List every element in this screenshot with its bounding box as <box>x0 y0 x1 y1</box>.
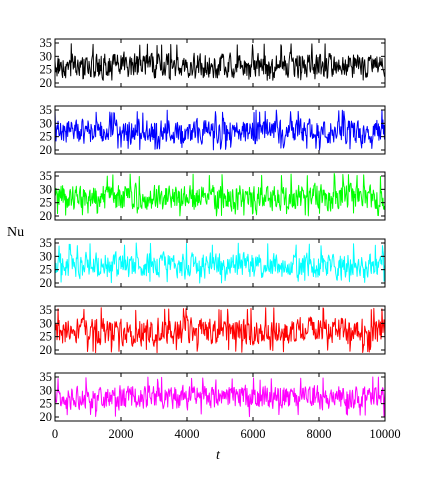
panel-frame <box>54 171 386 221</box>
series-line-3 <box>54 173 386 217</box>
x-tick-label: 10000 <box>369 427 400 441</box>
x-axis-label: t <box>216 448 221 463</box>
y-tick-label: 35 <box>40 169 53 183</box>
x-tick-label: 2000 <box>109 427 134 441</box>
y-tick-label: 20 <box>40 276 53 290</box>
y-tick-label: 35 <box>40 303 53 317</box>
series-line-1 <box>54 43 386 81</box>
y-tick-label: 30 <box>40 383 53 397</box>
y-tick-label: 20 <box>40 410 53 424</box>
series-line-4 <box>54 242 386 284</box>
y-tick-label: 30 <box>40 316 53 330</box>
panel-frame <box>54 372 386 422</box>
y-tick-label: 20 <box>40 209 53 223</box>
panel-frame <box>54 305 386 355</box>
y-tick-label: 30 <box>40 182 53 196</box>
y-tick-label: 25 <box>40 397 53 411</box>
y-tick-label: 30 <box>40 249 53 263</box>
y-tick-label: 35 <box>40 236 53 250</box>
y-tick-label: 35 <box>40 103 53 117</box>
panel-frame <box>54 238 386 288</box>
y-tick-label: 20 <box>40 76 53 90</box>
y-tick-label: 20 <box>40 343 53 357</box>
y-tick-label: 35 <box>40 370 53 384</box>
series-line-2 <box>54 109 386 151</box>
y-axis-label: Nu <box>7 225 24 240</box>
x-tick-label: 6000 <box>241 427 266 441</box>
panel-frame <box>54 105 386 155</box>
y-tick-label: 25 <box>40 196 53 210</box>
x-tick-label: 8000 <box>307 427 332 441</box>
y-tick-label: 25 <box>40 130 53 144</box>
series-line-6 <box>54 376 386 418</box>
panel-frame <box>54 38 386 88</box>
x-tick-label: 4000 <box>175 427 200 441</box>
y-tick-label: 25 <box>40 63 53 77</box>
y-tick-label: 25 <box>40 263 53 277</box>
y-tick-label: 30 <box>40 116 53 130</box>
y-tick-label: 20 <box>40 143 53 157</box>
y-tick-label: 35 <box>40 36 53 50</box>
y-tick-label: 25 <box>40 330 53 344</box>
x-tick-label: 0 <box>52 427 58 441</box>
series-line-5 <box>54 307 386 354</box>
y-tick-label: 30 <box>40 49 53 63</box>
